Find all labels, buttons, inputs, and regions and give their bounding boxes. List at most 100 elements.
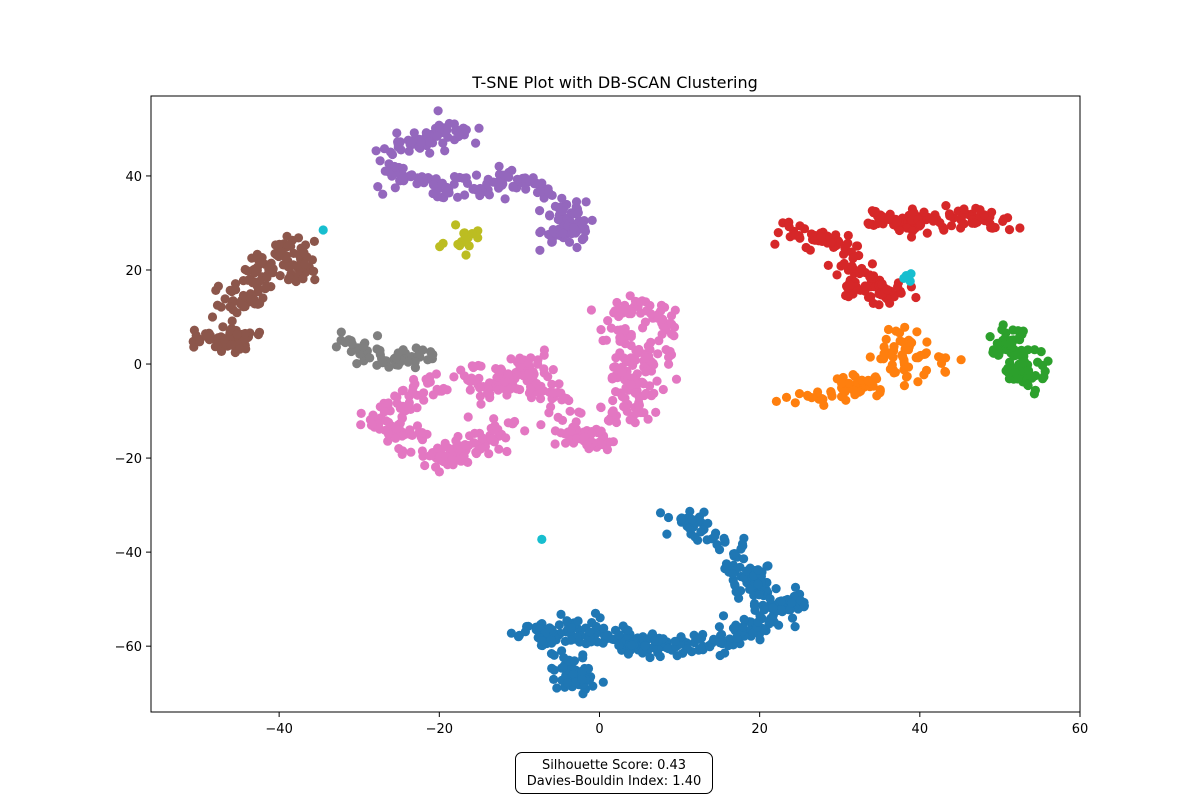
cluster-0-point bbox=[591, 621, 601, 632]
cluster-0-point bbox=[670, 636, 680, 646]
cluster-7-point bbox=[352, 359, 362, 369]
cluster-4-point bbox=[587, 215, 597, 225]
cluster-6-point bbox=[587, 429, 597, 439]
cluster-5-point bbox=[309, 266, 319, 276]
cluster-3-point bbox=[894, 225, 905, 236]
cluster-2-point bbox=[1014, 333, 1024, 343]
cluster-1-point bbox=[865, 352, 875, 362]
cluster-0-point bbox=[676, 514, 686, 524]
cluster-6-point bbox=[539, 345, 550, 355]
cluster-0-point bbox=[559, 653, 569, 663]
cluster-3-point bbox=[867, 206, 877, 216]
x-tick-label: 40 bbox=[912, 722, 929, 737]
cluster-4-point bbox=[407, 170, 417, 180]
cluster-5-point bbox=[283, 262, 293, 272]
cluster-4-point bbox=[525, 176, 535, 186]
cluster-4-point bbox=[398, 174, 408, 184]
cluster-4-point bbox=[537, 178, 547, 188]
cluster-3-point bbox=[883, 214, 894, 224]
cluster-4-point bbox=[387, 149, 398, 160]
cluster-6-point bbox=[643, 414, 653, 424]
cluster-6-point bbox=[617, 392, 628, 402]
cluster-6-point bbox=[367, 419, 377, 429]
cluster-5-point bbox=[256, 257, 266, 267]
cluster-4-point bbox=[573, 208, 583, 218]
y-axis: −60 −40 −20 0 20 40 bbox=[115, 170, 151, 655]
cluster-4-point bbox=[535, 227, 545, 238]
scatter-points bbox=[188, 106, 1053, 699]
cluster-6-point bbox=[390, 391, 400, 401]
cluster-0-point bbox=[753, 565, 763, 575]
cluster-6-point bbox=[646, 337, 656, 347]
davies-bouldin-index: Davies-Bouldin Index: 1.40 bbox=[526, 774, 702, 789]
cluster-5-point bbox=[211, 285, 221, 295]
cluster-0-point bbox=[714, 622, 725, 632]
cluster-6-point bbox=[630, 388, 640, 398]
cluster-6-point bbox=[658, 384, 668, 395]
cluster-1-point bbox=[919, 370, 929, 380]
cluster-0-point bbox=[693, 634, 703, 644]
cluster-7-point bbox=[358, 341, 368, 352]
cluster-0-point bbox=[640, 641, 650, 651]
cluster-6-point bbox=[615, 333, 625, 343]
cluster-0-point bbox=[745, 584, 755, 595]
cluster-6-point bbox=[419, 395, 429, 405]
y-tick-label: −40 bbox=[115, 546, 142, 561]
cluster-1-point bbox=[807, 393, 817, 403]
x-tick-label: 0 bbox=[595, 722, 603, 737]
metrics-box: Silhouette Score: 0.43 Davies-Bouldin In… bbox=[515, 752, 713, 794]
cluster-6-point bbox=[420, 460, 430, 471]
cluster-7-point bbox=[410, 357, 420, 367]
cluster-4-point bbox=[558, 228, 568, 238]
cluster-6-point bbox=[465, 377, 475, 387]
cluster-5-point bbox=[251, 267, 261, 277]
cluster-6-point bbox=[544, 408, 554, 418]
cluster-4-point bbox=[557, 206, 568, 216]
cluster-2-point bbox=[1001, 328, 1011, 338]
cluster-5-point bbox=[291, 276, 301, 287]
cluster-4-point bbox=[557, 193, 567, 203]
cluster-1-point bbox=[900, 322, 910, 332]
cluster-6-point bbox=[658, 314, 668, 324]
cluster-4-point bbox=[535, 245, 545, 255]
cluster-3-point bbox=[770, 239, 780, 249]
cluster-6-point bbox=[383, 398, 393, 408]
cluster-2-point bbox=[985, 332, 995, 342]
cluster-6-point bbox=[671, 374, 682, 384]
x-tick-label: −40 bbox=[265, 722, 292, 737]
cluster-7-point bbox=[372, 331, 383, 341]
cluster-4-point bbox=[571, 197, 582, 207]
cluster-6-point bbox=[503, 369, 513, 379]
cluster-6-point bbox=[566, 426, 576, 436]
cluster-4-point bbox=[569, 223, 579, 233]
cluster-0-point bbox=[598, 677, 608, 687]
cluster-6-point bbox=[619, 401, 629, 412]
cluster-7-point bbox=[336, 327, 346, 337]
cluster-3-point bbox=[906, 232, 917, 242]
cluster-1-point bbox=[863, 375, 873, 385]
cluster-6-point bbox=[381, 416, 391, 426]
cluster-1-point bbox=[913, 377, 923, 387]
cluster-0-point bbox=[578, 653, 588, 663]
cluster-4-point bbox=[461, 125, 471, 135]
cluster-6-point bbox=[501, 433, 511, 443]
cluster-5-point bbox=[245, 289, 256, 299]
cluster-6-point bbox=[512, 370, 522, 380]
cluster-6-point bbox=[391, 433, 401, 443]
cluster-4-point bbox=[469, 183, 479, 194]
cluster-0-point bbox=[730, 549, 740, 559]
cluster-5-point bbox=[212, 300, 223, 310]
cluster-0-point bbox=[623, 649, 634, 659]
cluster-4-point bbox=[390, 161, 400, 172]
cluster-3-point bbox=[959, 219, 969, 229]
cluster-3-point bbox=[946, 221, 957, 231]
cluster-4-point bbox=[425, 148, 435, 158]
cluster-4-point bbox=[544, 187, 554, 197]
cluster-1-point bbox=[915, 350, 926, 361]
cluster-5-point bbox=[227, 316, 237, 326]
cluster-6-point bbox=[356, 408, 366, 418]
cluster-6-point bbox=[398, 401, 408, 411]
cluster-0-point bbox=[765, 594, 775, 604]
cluster-1-point bbox=[881, 334, 891, 344]
cluster-4-point bbox=[398, 163, 408, 173]
